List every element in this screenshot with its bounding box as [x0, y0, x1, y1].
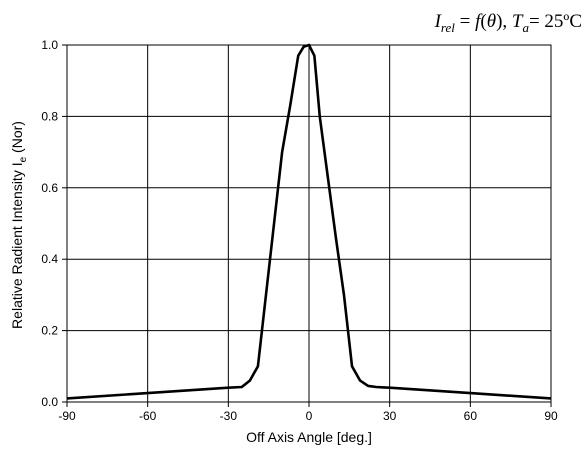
grid-lines: [62, 44, 552, 407]
formula-close: ): [496, 11, 502, 32]
x-tick-label: 60: [464, 409, 478, 423]
formula-comma: ,: [502, 11, 512, 32]
y-tick-label: 0.0: [41, 395, 58, 409]
formula-i: I: [434, 11, 443, 32]
formula-t: T: [512, 11, 524, 32]
y-axis-title-main: Relative Radient Intensity I: [9, 162, 25, 329]
x-tick-label: 90: [544, 409, 558, 423]
x-tick-label: 0: [306, 409, 313, 423]
y-axis-title: Relative Radient Intensity Ie (Nor): [9, 121, 29, 329]
x-tick-label: -60: [139, 409, 157, 423]
plot-frame: [66, 44, 552, 403]
y-tick-label: 0.4: [41, 252, 58, 266]
y-tick-label: 1.0: [41, 38, 58, 52]
formula-rel: rel: [441, 20, 455, 35]
x-tick-label: -30: [220, 409, 238, 423]
x-axis-title: Off Axis Angle [deg.]: [246, 429, 372, 445]
formula-f: f: [475, 11, 483, 32]
y-axis-title-suffix: (Nor): [9, 121, 25, 157]
y-tick-labels: 0.0 0.2 0.4 0.6 0.8 1.0: [41, 38, 58, 409]
x-tick-labels: -90 -60 -30 0 30 60 90: [58, 409, 558, 423]
formula-open: (: [480, 11, 486, 32]
y-tick-label: 0.8: [41, 109, 58, 123]
formula-theta: θ: [487, 11, 496, 32]
y-axis-title-subscript: e: [18, 156, 29, 162]
y-tick-label: 0.6: [41, 181, 58, 195]
x-tick-label: 30: [383, 409, 397, 423]
formula-a: a: [522, 20, 529, 35]
formula-eq2: = 25ºC: [529, 11, 582, 32]
y-tick-label: 0.2: [41, 324, 58, 338]
formula-annotation: Irel = f(θ), Ta= 25ºC: [434, 11, 582, 35]
x-tick-label: -90: [58, 409, 76, 423]
formula-eq1: =: [455, 11, 475, 32]
